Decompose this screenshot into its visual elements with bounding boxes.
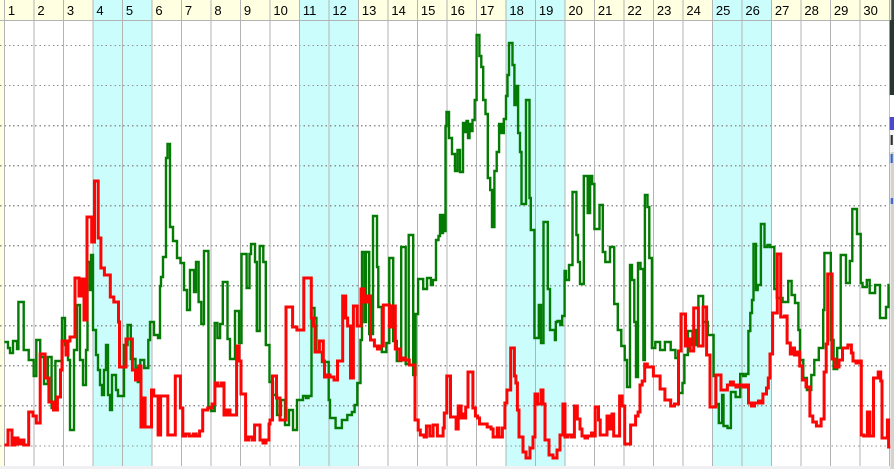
svg-text:28: 28 xyxy=(804,3,818,18)
svg-text:23: 23 xyxy=(657,3,671,18)
svg-text:12: 12 xyxy=(332,3,346,18)
svg-text:15: 15 xyxy=(421,3,435,18)
svg-text:20: 20 xyxy=(568,3,582,18)
svg-text:18: 18 xyxy=(509,3,523,18)
svg-text:24: 24 xyxy=(686,3,700,18)
svg-text:7: 7 xyxy=(185,3,192,18)
svg-text:27: 27 xyxy=(775,3,789,18)
svg-text:30: 30 xyxy=(863,3,877,18)
svg-text:9: 9 xyxy=(244,3,251,18)
svg-text:21: 21 xyxy=(598,3,612,18)
svg-text:19: 19 xyxy=(539,3,553,18)
svg-text:3: 3 xyxy=(67,3,74,18)
svg-text:1: 1 xyxy=(8,3,15,18)
svg-text:13: 13 xyxy=(362,3,376,18)
svg-text:5: 5 xyxy=(126,3,133,18)
svg-text:25: 25 xyxy=(716,3,730,18)
svg-text:10: 10 xyxy=(273,3,287,18)
svg-text:2: 2 xyxy=(37,3,44,18)
svg-text:26: 26 xyxy=(745,3,759,18)
svg-text:8: 8 xyxy=(214,3,221,18)
svg-text:29: 29 xyxy=(834,3,848,18)
svg-text:11: 11 xyxy=(303,3,317,18)
svg-text:4: 4 xyxy=(96,3,103,18)
svg-text:16: 16 xyxy=(450,3,464,18)
svg-text:6: 6 xyxy=(155,3,162,18)
svg-text:14: 14 xyxy=(391,3,405,18)
svg-text:22: 22 xyxy=(627,3,641,18)
svg-text:17: 17 xyxy=(480,3,494,18)
